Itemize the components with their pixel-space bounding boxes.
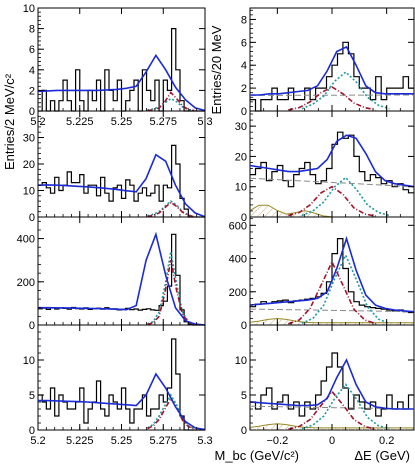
y-tick-label: 0 (29, 425, 35, 437)
total-fit-curve (37, 53, 206, 112)
y-tick-label: 4 (241, 60, 247, 72)
x-tick-label: 0.2 (379, 435, 394, 447)
panel-de-4: 0 5 10 −0.2 0 0.2 (235, 324, 415, 447)
y-tick-label: 6 (29, 44, 35, 56)
x-axis-title-right: ΔE (GeV) (354, 448, 410, 463)
y-tick-label: 8 (241, 14, 247, 26)
y-tick-label: 30 (23, 133, 35, 145)
cross-feed-component-curve (147, 201, 195, 218)
y-tick-label: 200 (17, 277, 35, 289)
y-tick-label: 10 (235, 182, 247, 194)
y-tick-label: 400 (17, 234, 35, 246)
panel-mbc-3: 0 200 400 (17, 216, 206, 332)
y-tick-label: 400 (229, 254, 247, 266)
y-tick-label: 20 (23, 159, 35, 171)
histogram (38, 338, 205, 431)
histogram (38, 144, 205, 218)
histogram (249, 41, 414, 112)
y-tick-label: 30 (235, 121, 247, 133)
panel-frame (249, 324, 415, 431)
signal-component-curve (301, 176, 390, 217)
total-fit-curve (38, 231, 206, 326)
histogram (38, 233, 205, 326)
signal-component-curve (146, 393, 195, 430)
signal-component-curve (301, 253, 390, 325)
x-tick-label: 5.275 (149, 116, 177, 128)
total-fit-curve (250, 45, 414, 96)
y-tick-label: 0 (29, 106, 35, 118)
x-tick-label: 5.25 (111, 435, 132, 447)
y-tick-label: 10 (23, 355, 35, 367)
y-tick-label: 4 (29, 65, 35, 77)
y-tick-label: 0 (241, 212, 247, 224)
y-axis-title-left: Entries/2 MeV/c² (2, 73, 17, 170)
total-fit-curve (37, 153, 206, 218)
x-tick-label: −0.2 (266, 435, 288, 447)
y-tick-label: 5 (241, 390, 247, 402)
y-tick-label: 8 (29, 24, 35, 36)
y-tick-label: 20 (235, 151, 247, 163)
y-tick-label: 2 (29, 85, 35, 97)
cross-feed-component-curve (147, 260, 195, 326)
y-tick-label: 6 (241, 37, 247, 49)
y-tick-label: 0 (241, 425, 247, 437)
total-fit-curve (249, 358, 414, 410)
panel-de-3: 0 200 400 600 (229, 216, 415, 332)
total-fit-curve (249, 235, 415, 313)
histogram (250, 131, 414, 194)
y-tick-label: 2 (241, 83, 247, 95)
total-fit-curve (38, 372, 206, 431)
cross-feed-component-curve (288, 86, 376, 111)
x-tick-label: 0 (329, 435, 335, 447)
combinatorial-background-curve (249, 177, 415, 188)
y-tick-label: 10 (23, 3, 35, 15)
signal-component-curve (301, 383, 390, 430)
cross-feed-component-curve (288, 390, 376, 431)
cross-feed-component-curve (147, 396, 195, 430)
histogram (38, 28, 205, 112)
panel-de-2: 0 10 20 30 (235, 110, 415, 224)
cross-feed-component-curve (288, 260, 376, 325)
y-tick-label: 0 (29, 212, 35, 224)
signal-component-curve (301, 71, 390, 110)
panel-de-1: 0 2 4 6 8 (241, 7, 415, 118)
y-tick-label: 0 (241, 106, 247, 118)
combinatorial-background-curve (249, 308, 415, 313)
x-tick-label: 5.225 (66, 435, 94, 447)
panel-mbc-4: 0 5 10 5.2 5.225 5.25 5.275 5.3 (23, 324, 213, 447)
cross-feed-component-curve (288, 185, 376, 217)
y-tick-label: 200 (229, 287, 247, 299)
y-tick-label: 0 (241, 320, 247, 332)
x-tick-label: 5.225 (66, 116, 94, 128)
y-tick-label: 10 (23, 186, 35, 198)
y-tick-label: 0 (29, 320, 35, 332)
x-tick-label: 5.275 (149, 435, 177, 447)
y-tick-label: 600 (229, 220, 247, 232)
panel-mbc-2: 0 10 20 30 (23, 110, 206, 224)
histogram (249, 238, 414, 314)
y-axis-title-right: Entries/20 MeV (209, 25, 224, 114)
y-tick-label: 10 (235, 355, 247, 367)
x-tick-label: 5.3 (197, 435, 212, 447)
total-fit-curve (249, 134, 415, 188)
y-tick-label: 5 (29, 390, 35, 402)
histogram (250, 352, 414, 417)
x-tick-label: 5.2 (30, 435, 45, 447)
x-axis-title-left: M_bc (GeV/c²) (214, 448, 299, 463)
x-tick-label: 5.25 (111, 116, 132, 128)
